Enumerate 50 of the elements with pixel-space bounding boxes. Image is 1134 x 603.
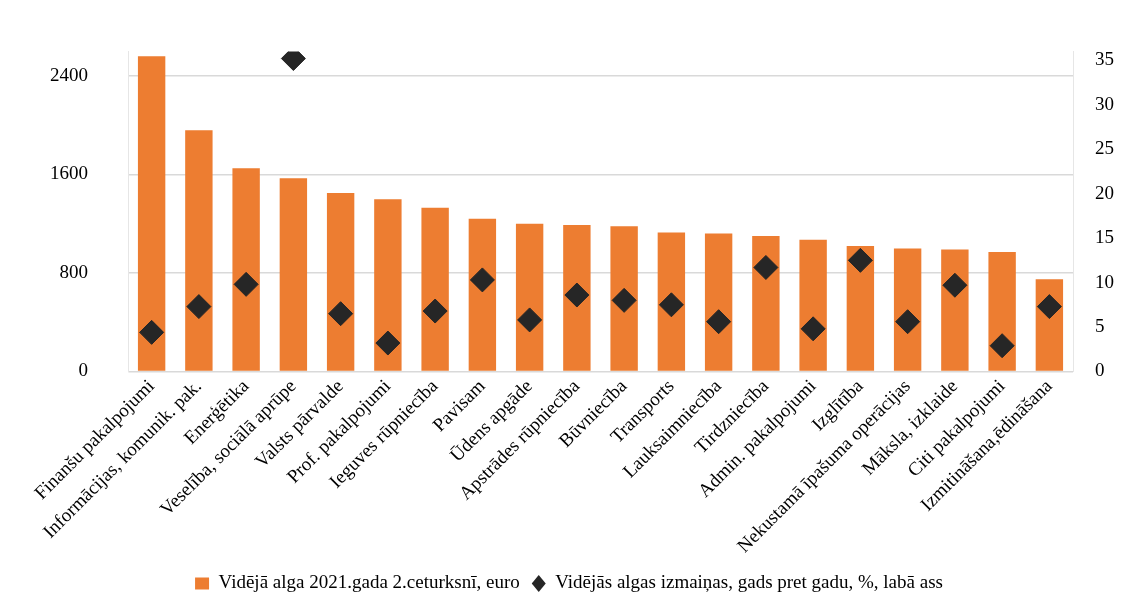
- bar: [421, 207, 449, 371]
- point: [658, 292, 684, 318]
- point: [139, 319, 165, 345]
- bar: [846, 245, 875, 371]
- point: [564, 282, 590, 308]
- y2-tick-label: 5: [1095, 315, 1105, 337]
- point: [422, 298, 448, 324]
- y2-tick-label: 10: [1095, 270, 1114, 292]
- bar: [563, 224, 591, 371]
- bar: [185, 130, 213, 371]
- y-tick-label: 1600: [50, 162, 88, 184]
- bar: [279, 178, 308, 371]
- point: [800, 316, 826, 342]
- bar: [657, 232, 686, 371]
- point: [375, 330, 401, 356]
- y-tick-label: 2400: [50, 64, 88, 86]
- y2-tick-label: 15: [1095, 226, 1114, 248]
- point: [1036, 294, 1062, 320]
- point: [989, 333, 1015, 359]
- y-tick-label: 800: [59, 260, 88, 282]
- y-tick-label: 0: [78, 359, 88, 381]
- bar: [515, 223, 544, 371]
- bar: [374, 199, 402, 371]
- bar: [752, 236, 780, 371]
- bar: [468, 218, 497, 371]
- bar: [326, 192, 355, 371]
- point: [328, 301, 354, 327]
- y2-tick-label: 20: [1095, 181, 1114, 203]
- legend-label: Vidējā alga 2021.gada 2.ceturksnī, euro: [218, 571, 520, 593]
- point: [753, 254, 779, 280]
- point: [186, 294, 212, 320]
- legend-label: Vidējās algas izmaiņas, gads pret gadu, %, labā ass: [555, 571, 943, 593]
- point: [517, 307, 543, 333]
- bar: [704, 233, 733, 371]
- bar: [137, 56, 166, 371]
- point: [469, 267, 495, 293]
- bar: [799, 239, 827, 371]
- y2-tick-label: 30: [1095, 92, 1114, 114]
- point: [942, 272, 968, 298]
- y2-tick-label: 0: [1095, 359, 1105, 381]
- y2-tick-label: 35: [1095, 48, 1114, 70]
- point: [895, 309, 921, 335]
- point: [847, 247, 873, 273]
- bar: [893, 248, 922, 371]
- point: [706, 309, 732, 335]
- bar: [610, 226, 638, 371]
- point: [233, 271, 259, 297]
- y2-tick-label: 25: [1095, 137, 1114, 159]
- point: [611, 287, 637, 313]
- bar: [232, 168, 260, 371]
